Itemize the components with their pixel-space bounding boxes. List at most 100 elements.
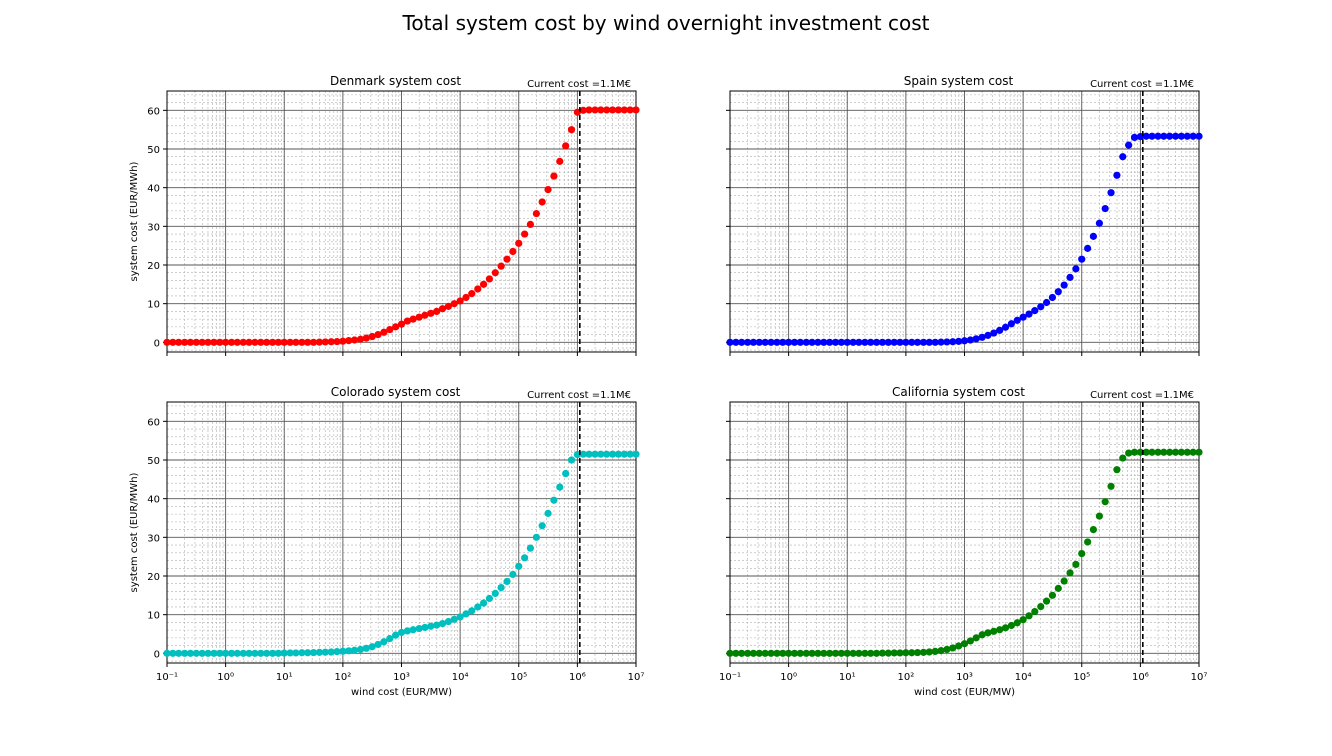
x-tick-label: 10¹ <box>839 672 856 683</box>
data-point <box>955 642 963 650</box>
data-point <box>538 198 546 206</box>
data-point <box>339 337 347 345</box>
data-point <box>192 338 200 346</box>
data-point <box>479 599 488 607</box>
data-point <box>380 638 388 646</box>
current-cost-annotation: Current cost =1.1M€ <box>1090 390 1194 401</box>
data-point <box>509 570 517 579</box>
data-point <box>878 649 887 657</box>
data-point <box>392 323 400 331</box>
current-cost-annotation: Current cost =1.1M€ <box>527 390 631 401</box>
data-point <box>919 338 928 346</box>
y-axis-label: system cost (EUR/MWh) <box>129 472 140 592</box>
data-point <box>497 584 505 592</box>
data-point <box>608 106 617 114</box>
data-point <box>438 619 447 628</box>
data-point <box>280 338 288 346</box>
data-point <box>233 338 241 346</box>
data-point <box>397 320 406 328</box>
data-point <box>767 649 775 657</box>
data-point <box>245 338 253 346</box>
data-point <box>1125 449 1133 457</box>
data-point <box>169 338 177 346</box>
x-axis-label: wind cost (EUR/MW) <box>351 687 452 698</box>
y-tick-label: 10 <box>147 300 160 311</box>
data-point <box>268 649 277 657</box>
data-point <box>216 338 224 346</box>
y-tick-label: 40 <box>147 495 160 506</box>
data-point <box>298 338 306 346</box>
data-point <box>608 450 617 458</box>
data-point <box>198 649 206 657</box>
data-point <box>192 649 200 657</box>
data-point <box>966 637 974 645</box>
data-point <box>726 338 734 346</box>
data-point <box>222 338 230 346</box>
x-tick-label: 10⁴ <box>452 672 469 683</box>
data-point <box>1160 132 1168 140</box>
data-point <box>855 649 863 657</box>
data-point <box>350 336 359 344</box>
data-point <box>333 337 341 346</box>
data-point <box>761 338 769 346</box>
data-point <box>233 649 241 657</box>
data-point <box>1031 307 1039 315</box>
data-point <box>1007 621 1016 630</box>
data-point <box>468 607 476 615</box>
data-point <box>937 647 945 655</box>
data-point <box>1183 132 1191 140</box>
data-point <box>298 649 306 657</box>
data-point <box>1066 569 1074 577</box>
y-tick-label: 50 <box>147 456 160 467</box>
data-point <box>1195 132 1203 140</box>
data-point <box>227 338 236 346</box>
data-point <box>890 338 898 346</box>
data-point <box>749 338 758 346</box>
data-point <box>1013 316 1021 324</box>
data-point <box>368 643 376 651</box>
data-point <box>738 649 746 657</box>
data-point <box>960 337 969 345</box>
data-point <box>286 338 294 346</box>
data-point <box>538 522 546 530</box>
x-tick-label: 10⁵ <box>510 672 527 683</box>
data-point <box>222 649 230 657</box>
data-point <box>356 645 365 654</box>
y-tick-label: 20 <box>147 261 160 272</box>
data-point <box>978 631 986 639</box>
data-point <box>579 450 587 458</box>
data-point <box>181 649 189 657</box>
data-point <box>268 338 277 346</box>
data-point <box>1107 482 1115 490</box>
data-point <box>1037 602 1045 611</box>
y-tick-label: 0 <box>154 338 160 349</box>
data-point <box>327 648 335 656</box>
data-point <box>532 533 540 541</box>
x-tick-label: 10⁻¹ <box>719 672 741 683</box>
data-point <box>585 106 593 114</box>
data-point <box>1078 255 1086 263</box>
data-point <box>321 648 329 656</box>
data-point <box>1113 466 1121 474</box>
data-point <box>1019 313 1027 321</box>
data-point <box>849 649 857 657</box>
chart-panel: 10⁻¹ 10⁰ 10¹ 10² 10³ 10⁴ 10⁵ 10⁶ 10⁷ California s… <box>719 385 1207 698</box>
data-point <box>515 239 523 247</box>
data-point <box>550 172 558 180</box>
x-tick-label: 10² <box>898 672 915 683</box>
data-point <box>1001 323 1010 331</box>
data-point <box>732 338 740 346</box>
data-point <box>884 649 892 657</box>
data-point <box>820 338 828 346</box>
data-point <box>503 577 511 586</box>
subplot-title: Denmark system cost <box>330 74 461 88</box>
y-tick-label: 40 <box>147 184 160 195</box>
data-point <box>433 307 441 315</box>
data-point <box>814 649 822 657</box>
data-point <box>462 293 470 302</box>
data-point <box>826 338 834 346</box>
data-point <box>532 209 540 218</box>
data-point <box>861 338 869 346</box>
data-point <box>356 335 365 343</box>
figure-title: Total system cost by wind overnight inve… <box>402 11 930 35</box>
